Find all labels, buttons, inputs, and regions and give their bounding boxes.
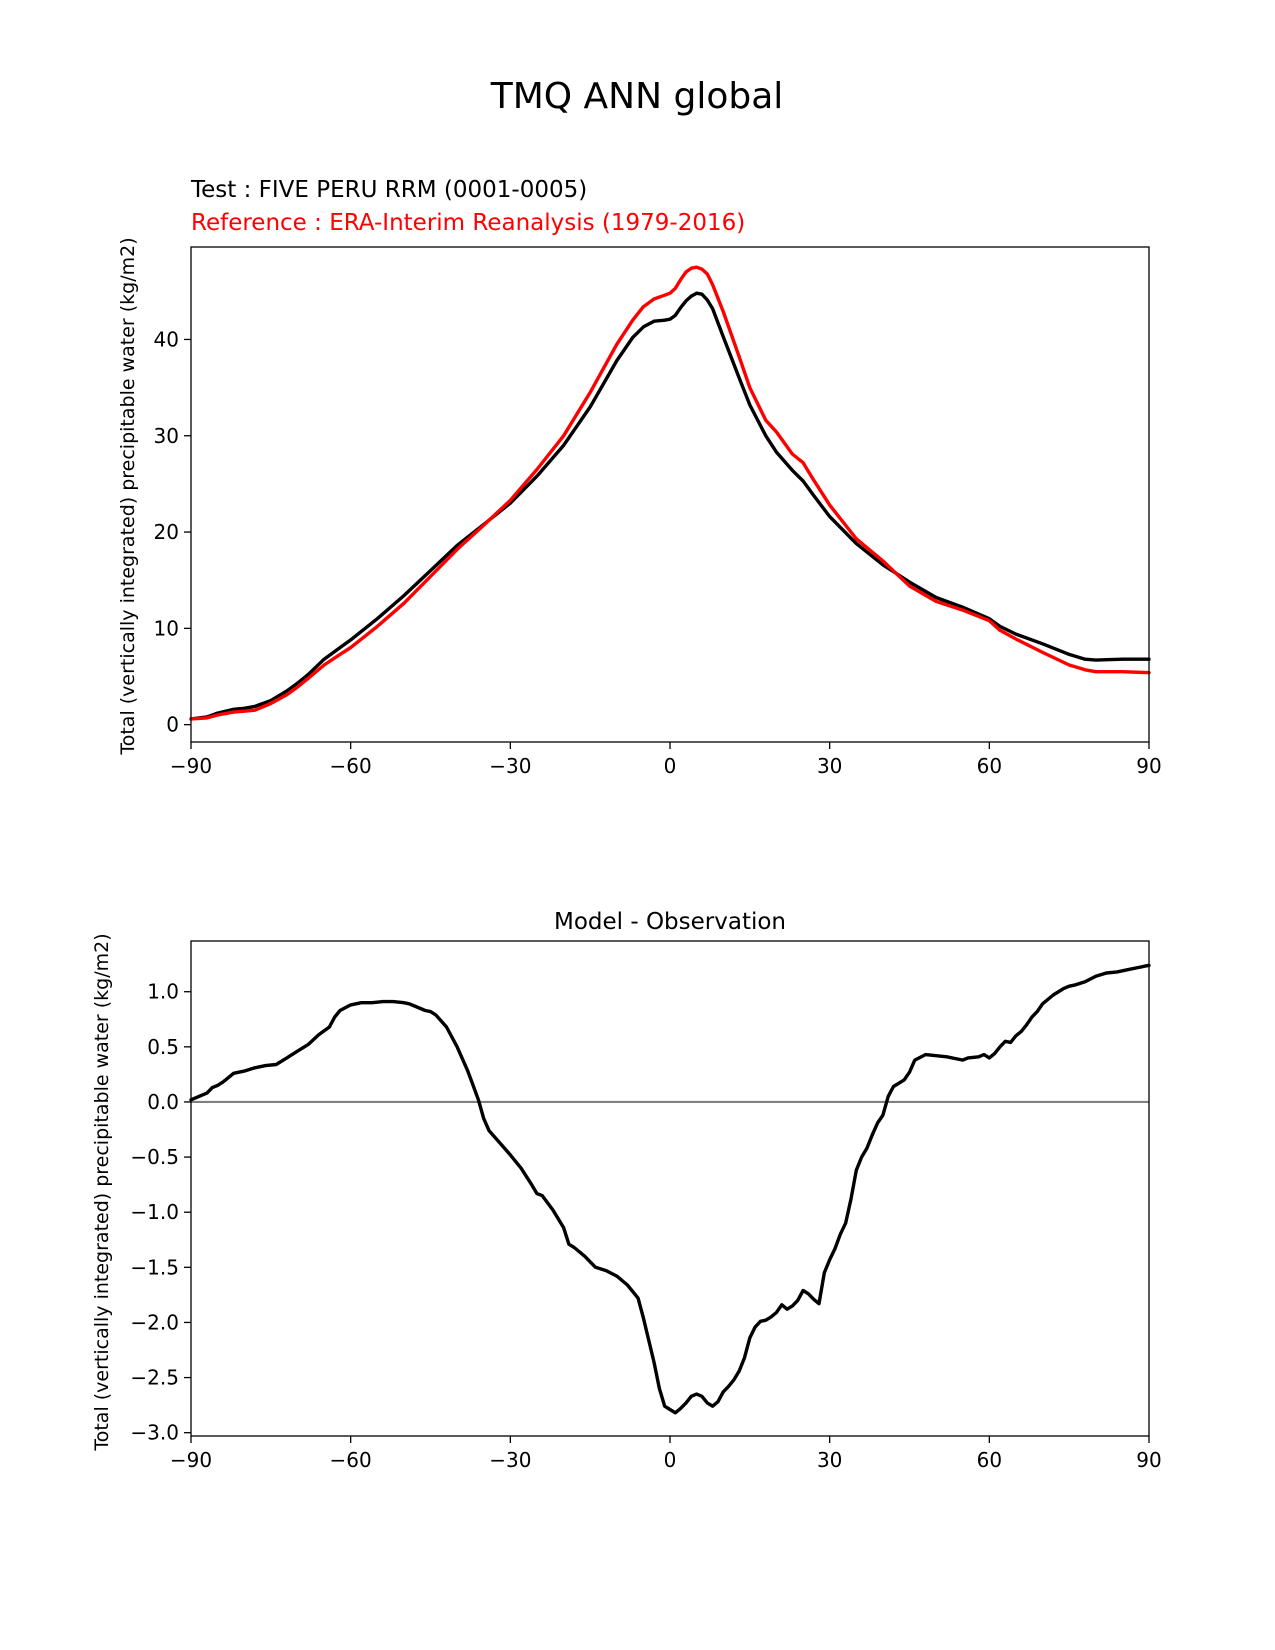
- y-tick-label: 1.0: [147, 980, 179, 1004]
- y-tick-label: −0.5: [130, 1145, 179, 1169]
- x-tick-label: −90: [170, 754, 212, 778]
- x-tick-label: 90: [1136, 1448, 1161, 1472]
- x-tick-label: −60: [330, 754, 372, 778]
- y-tick-label: −2.5: [130, 1366, 179, 1390]
- x-tick-label: 90: [1136, 754, 1161, 778]
- x-tick-label: 60: [977, 754, 1002, 778]
- y-tick-label: 40: [154, 327, 179, 351]
- x-tick-label: −60: [330, 1448, 372, 1472]
- bottom-panel-title: Model - Observation: [554, 909, 786, 935]
- x-tick-label: 30: [817, 754, 842, 778]
- x-tick-label: −30: [489, 1448, 531, 1472]
- y-tick-label: −3.0: [130, 1421, 179, 1445]
- x-tick-label: 0: [664, 754, 677, 778]
- y-tick-label: 10: [154, 616, 179, 640]
- x-tick-label: 30: [817, 1448, 842, 1472]
- series-line-reference: [189, 265, 1151, 721]
- test-label: Test : FIVE PERU RRM (0001-0005): [190, 177, 587, 203]
- bottom-panel: Model - Observation Total (vertically in…: [91, 909, 1162, 1472]
- y-tick-label: −1.0: [130, 1200, 179, 1224]
- bottom-y-axis-title: Total (vertically integrated) precipitab…: [91, 933, 113, 1451]
- x-tick-label: 60: [977, 1448, 1002, 1472]
- top-y-axis-title: Total (vertically integrated) precipitab…: [117, 237, 139, 755]
- figure-title: TMQ ANN global: [490, 76, 784, 117]
- reference-label: Reference : ERA-Interim Reanalysis (1979…: [191, 210, 745, 236]
- top-panel: Test : FIVE PERU RRM (0001-0005) Referen…: [117, 177, 1162, 778]
- y-tick-label: −1.5: [130, 1255, 179, 1279]
- axes-frame: [190, 246, 1150, 743]
- top-plot-area: −90 −60 −30 0 30 60 90 0 10 20 30 40: [154, 246, 1162, 778]
- y-tick-label: 30: [154, 424, 179, 448]
- bottom-plot-area: −90 −60 −30 0 30 60 90 1.0 0.5 0.0 −0.5 −1.0 −1.5 −2.…: [130, 940, 1162, 1472]
- series-line-model-observation: [189, 963, 1151, 1415]
- y-tick-label: 0.0: [147, 1090, 179, 1114]
- y-tick-label: −2.0: [130, 1310, 179, 1334]
- y-tick-label: 0: [166, 713, 179, 737]
- y-tick-label: 0.5: [147, 1035, 179, 1059]
- y-tick-label: 20: [154, 520, 179, 544]
- x-tick-label: −30: [489, 754, 531, 778]
- series-line-test: [189, 291, 1151, 721]
- x-tick-label: 0: [664, 1448, 677, 1472]
- x-tick-label: −90: [170, 1448, 212, 1472]
